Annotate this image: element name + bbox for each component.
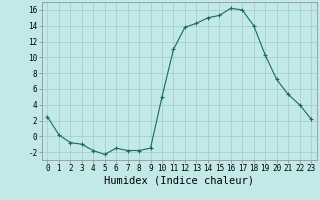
X-axis label: Humidex (Indice chaleur): Humidex (Indice chaleur) xyxy=(104,176,254,186)
